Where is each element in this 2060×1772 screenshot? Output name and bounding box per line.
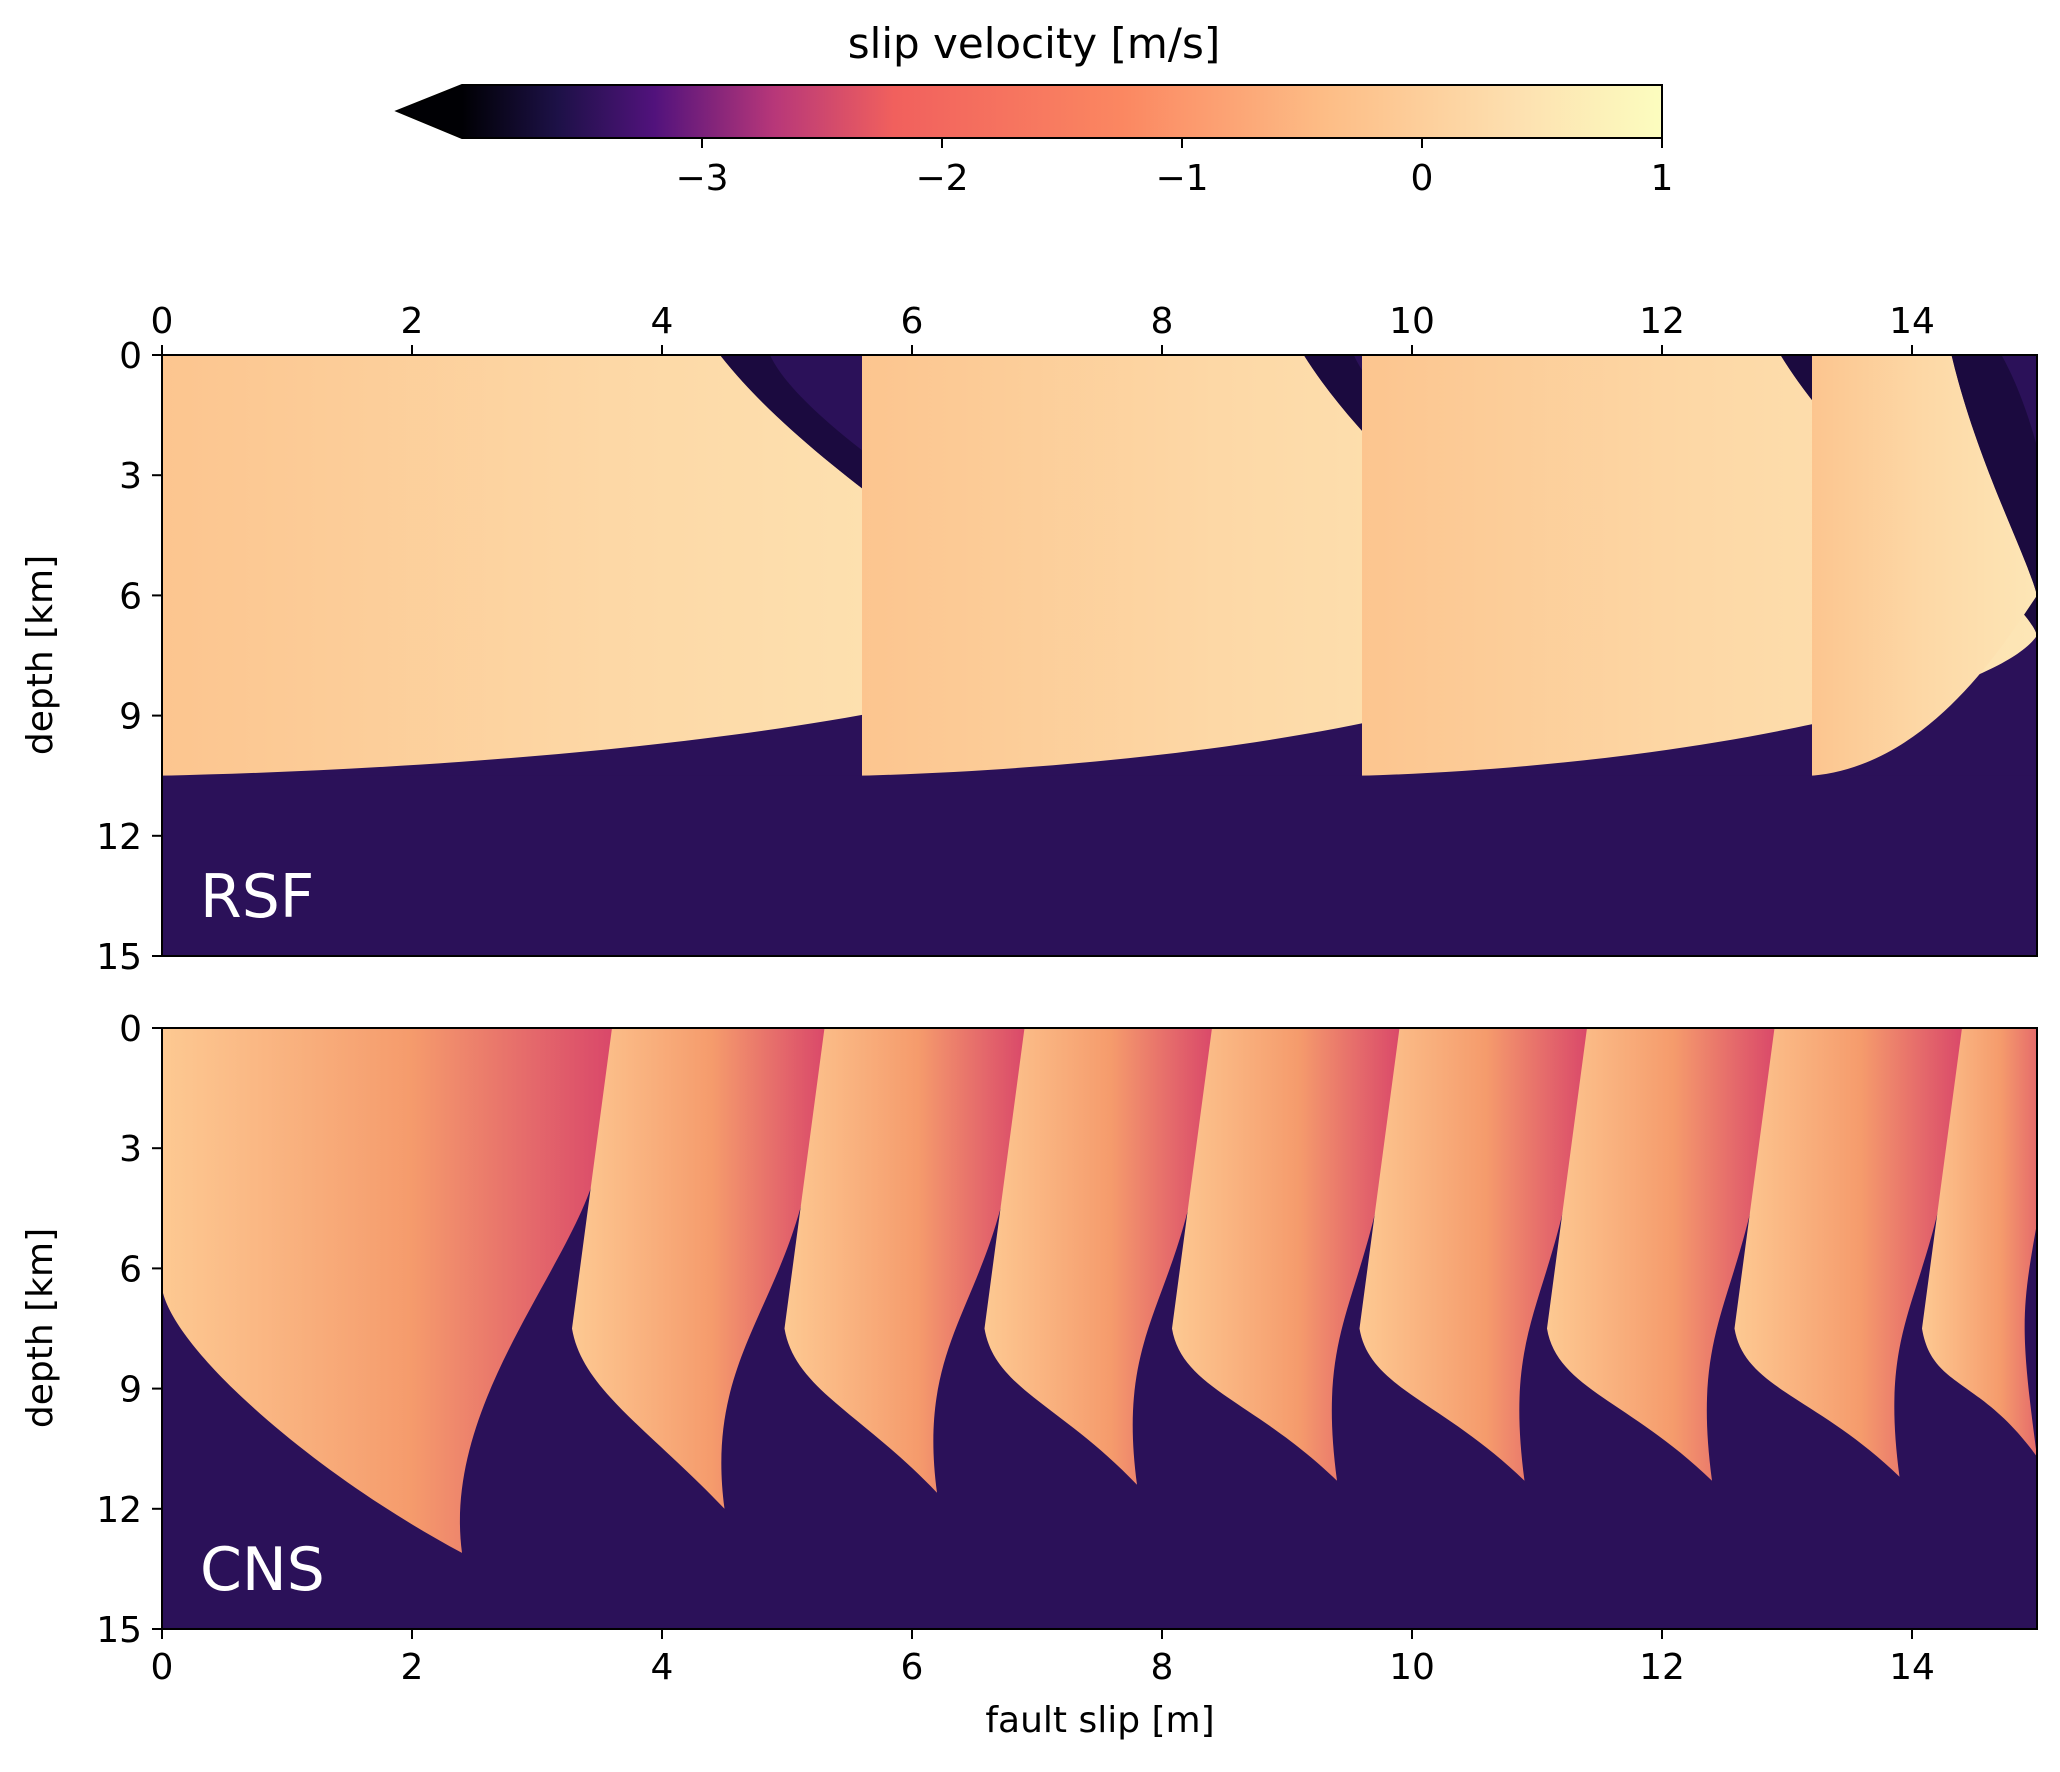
rsf-slip-cycle	[162, 355, 1062, 776]
cns-x-tick-label: 0	[151, 1647, 174, 1688]
cns-slip-event	[162, 1028, 616, 1553]
rsf-y-tick-label: 0	[119, 336, 142, 377]
rsf-y-tick-label: 12	[96, 817, 142, 858]
rsf-y-axis-label: depth [km]	[20, 555, 61, 755]
cns-x-tick-label: 12	[1639, 1647, 1685, 1688]
cns-x-tick-label: 4	[651, 1647, 674, 1688]
cns-x-tick-label: 10	[1389, 1647, 1435, 1688]
rsf-y-tick-label: 3	[119, 456, 142, 497]
colorbar-tick-label: −3	[675, 158, 728, 199]
rsf-panel-label: RSF	[200, 862, 314, 932]
colorbar-frame	[394, 84, 1663, 139]
cns-x-tick-label: 6	[901, 1647, 924, 1688]
colorbar-tick-label: −1	[1155, 158, 1208, 199]
rsf-x-ticks: 0 2 4 6 8 10 12 14	[151, 301, 1935, 355]
cns-slip-event	[1922, 1028, 2037, 1457]
cns-slip-event	[1172, 1028, 1403, 1481]
colorbar: slip velocity [m/s] −3 −2 −1 0 1	[394, 19, 1673, 199]
rsf-x-tick-label: 4	[651, 301, 674, 342]
cns-panel-label: CNS	[200, 1535, 325, 1605]
cns-y-tick-label: 15	[96, 1610, 142, 1651]
cns-slip-event	[784, 1028, 1028, 1493]
rsf-x-tick-label: 12	[1639, 301, 1685, 342]
cns-axes-frame	[161, 1027, 2038, 1630]
rsf-y-tick-label: 6	[119, 576, 142, 617]
colorbar-ticks: −3 −2 −1 0 1	[675, 138, 1673, 199]
cns-slip-events	[162, 1028, 2037, 1553]
cns-slip-event	[1547, 1028, 1778, 1481]
rsf-x-tick-label: 8	[1151, 301, 1174, 342]
rsf-rupture-front	[1951, 355, 2037, 596]
cns-slip-event	[572, 1028, 828, 1509]
rsf-x-tick-label: 14	[1889, 301, 1935, 342]
rsf-y-tick-label: 9	[119, 697, 142, 738]
rsf-axes-frame	[161, 354, 2038, 957]
cns-y-tick-label: 9	[119, 1370, 142, 1411]
cns-slip-event	[1359, 1028, 1591, 1481]
cns-x-tick-label: 2	[401, 1647, 424, 1688]
cns-x-tick-label: 14	[1889, 1647, 1935, 1688]
rsf-y-ticks: 0 3 6 9 12 15	[96, 336, 162, 978]
cns-panel: CNS 0 2 4 6 8 10 12 14 0 3 6 9 12 15 depth [km] faul…	[20, 1009, 2038, 1741]
rsf-deep-locked-zone	[162, 775, 2037, 956]
rsf-slip-cycle	[1812, 355, 2037, 776]
cns-y-tick-label: 12	[96, 1490, 142, 1531]
cns-y-tick-label: 3	[119, 1129, 142, 1170]
cns-y-axis-label: depth [km]	[20, 1228, 61, 1428]
colorbar-tick-label: −2	[915, 158, 968, 199]
cns-x-ticks: 0 2 4 6 8 10 12 14	[151, 1629, 1935, 1688]
rsf-x-tick-label: 10	[1389, 301, 1435, 342]
rsf-panel: RSF 0 2 4 6 8 10 12 14 0 3 6 9 12 15 depth [km]	[20, 301, 2038, 978]
colorbar-tick-label: 0	[1411, 158, 1434, 199]
rsf-slip-cycles	[162, 355, 2037, 956]
cns-x-axis-label: fault slip [m]	[985, 1700, 1214, 1741]
rsf-y-tick-label: 15	[96, 937, 142, 978]
rsf-x-tick-label: 0	[151, 301, 174, 342]
cns-y-tick-label: 6	[119, 1249, 142, 1290]
cns-x-tick-label: 8	[1151, 1647, 1174, 1688]
rsf-x-tick-label: 6	[901, 301, 924, 342]
cns-y-ticks: 0 3 6 9 12 15	[96, 1009, 162, 1651]
colorbar-title: slip velocity [m/s]	[848, 19, 1220, 68]
rsf-x-tick-label: 2	[401, 301, 424, 342]
colorbar-tick-label: 1	[1651, 158, 1674, 199]
cns-slip-event	[1734, 1028, 1966, 1477]
colorbar-gradient	[462, 85, 1662, 138]
cns-y-tick-label: 0	[119, 1009, 142, 1050]
colorbar-extend-arrow	[397, 85, 462, 138]
cns-slip-event	[984, 1028, 1216, 1485]
